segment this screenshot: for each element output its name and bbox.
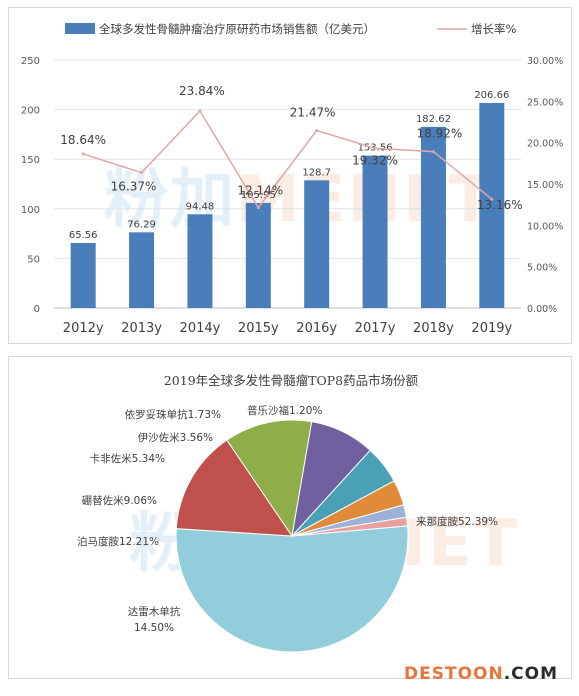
legend-swatch-bar [65, 23, 95, 34]
bar [70, 242, 96, 308]
legend-label-line: 增长率% [471, 22, 516, 36]
bar-value-label: 206.66 [474, 90, 509, 101]
bar [245, 202, 271, 308]
bar-value-label: 65.56 [69, 230, 98, 241]
line-point [373, 146, 377, 150]
line-point [490, 197, 494, 201]
line-value-label: 13.16% [477, 198, 523, 212]
left-tick-label: 100 [21, 205, 40, 216]
line-value-label: 23.84% [179, 84, 225, 98]
right-tick-label: 20.00% [527, 139, 563, 150]
footer-logo: DESTOON.COM [404, 664, 559, 684]
bar-value-label: 76.29 [127, 219, 156, 230]
left-tick-label: 0 [34, 304, 40, 315]
slice-label: 普乐沙福1.20% [247, 404, 322, 417]
bar [187, 214, 213, 308]
bar-value-label: 94.48 [186, 201, 215, 212]
line-value-label: 12.14% [237, 184, 283, 198]
right-tick-label: 5.00% [527, 263, 557, 274]
right-tick-label: 30.00% [527, 56, 563, 67]
x-tick-label: 2015y [238, 321, 279, 336]
line-point [431, 150, 435, 154]
bar-line-chart-panel: 粉加MENET 0501001502002500.00%5.00%10.00%1… [8, 7, 572, 344]
right-tick-label: 25.00% [527, 97, 563, 108]
x-tick-label: 2012y [63, 321, 104, 336]
bar-value-label: 182.62 [416, 114, 451, 125]
right-tick-label: 15.00% [527, 180, 563, 191]
right-tick-label: 0.00% [527, 304, 557, 315]
x-tick-label: 2019y [471, 321, 512, 336]
right-tick-label: 10.00% [527, 221, 563, 232]
x-tick-label: 2014y [180, 321, 221, 336]
slice-label: 硼替佐米9.06% [82, 494, 157, 507]
chart-title: 2019年全球多发性骨髓瘤TOP8药品市场份额 [164, 373, 419, 388]
line-value-label: 19.32% [352, 153, 398, 167]
bar [362, 155, 388, 308]
x-tick-label: 2013y [121, 321, 162, 336]
pie-slice [175, 525, 409, 653]
line-point [256, 206, 260, 210]
bar [420, 126, 446, 308]
line-value-label: 21.47% [290, 106, 336, 120]
line-value-label: 16.37% [111, 180, 157, 194]
bar-value-label: 105.95 [241, 190, 276, 201]
line-point [198, 109, 202, 113]
left-tick-label: 200 [21, 106, 40, 117]
left-tick-label: 250 [21, 56, 40, 67]
pie-slice [291, 516, 409, 537]
line-value-label: 18.64% [60, 133, 106, 147]
line-point [140, 171, 144, 175]
pie-slice [175, 439, 293, 537]
growth-rate-line [82, 109, 493, 209]
left-tick-label: 150 [21, 155, 40, 166]
bar [479, 102, 505, 308]
line-point [81, 152, 85, 156]
x-tick-label: 2016y [296, 321, 337, 336]
x-tick-label: 2017y [355, 321, 396, 336]
slice-label: 依罗妥珠单抗1.73% [125, 408, 221, 421]
slice-label: 卡非佐米5.34% [90, 452, 165, 465]
bar [304, 180, 330, 308]
bar-line-chart: 0 50 100 150 200 250 0.00% 5.00% 10.00% 15.00% 20.… [21, 22, 563, 336]
x-tick-label: 2018y [413, 321, 454, 336]
pie-slice [226, 419, 313, 538]
slice-label: 伊沙佐米3.56% [138, 431, 213, 444]
bar [129, 232, 155, 308]
bar-value-label: 128.7 [302, 167, 331, 178]
line-value-label: 18.92% [417, 127, 463, 141]
slice-label: 达雷木单抗 [128, 605, 181, 618]
slice-label: 泊马度胺12.21% [77, 535, 159, 548]
slice-label: 来那度胺52.39% [416, 515, 498, 528]
slice-label: 14.50% [134, 622, 174, 634]
pie-chart-panel: 粉加MENET 2019年全球多发性骨髓瘤TOP8药品市场份额来那度胺52.39… [8, 356, 572, 679]
legend-label-bar: 全球多发性骨髓肿瘤治疗原研药市场销售额（亿美元） [99, 22, 375, 36]
line-point [315, 129, 319, 133]
left-tick-label: 50 [27, 254, 40, 265]
